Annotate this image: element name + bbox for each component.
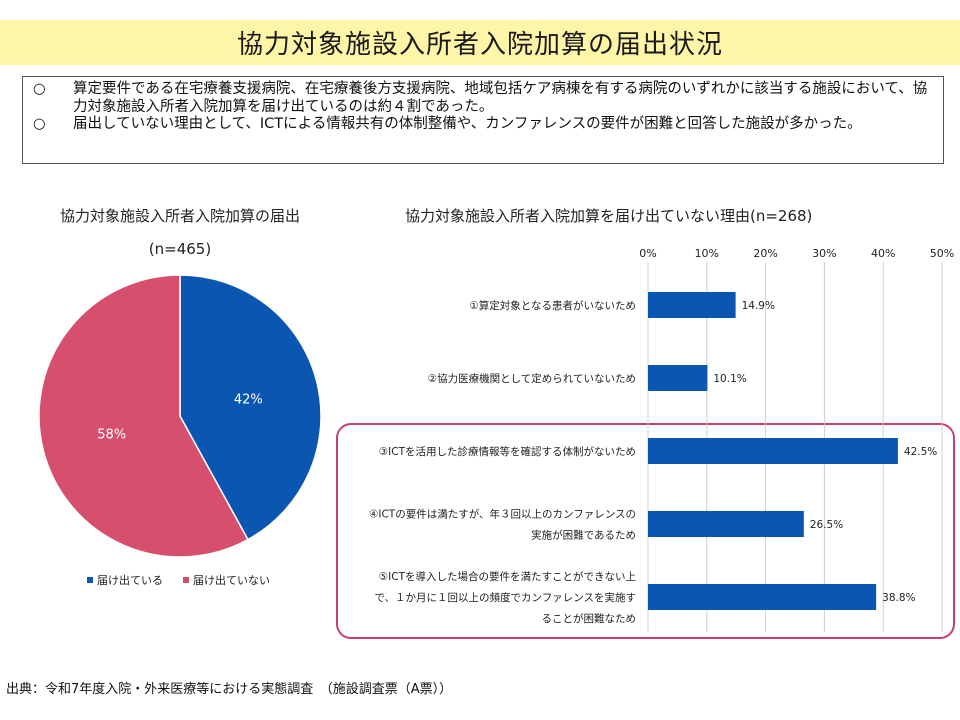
summary-item: ○ 算定要件である在宅療養支援病院、在宅療養後方支援病院、地域包括ケア病棟を有す… [33,81,933,116]
bar [648,584,877,610]
category-label: ることが困難なため [542,612,637,625]
pie-chart-sample-size: (n=465) [148,240,212,258]
pie-slice [38,274,249,558]
bar-value-label: 10.1% [713,373,746,385]
x-tick-label: 30% [812,247,836,260]
pie-chart-title: 協力対象施設入所者入院加算の届出 [59,207,300,225]
legend-swatch [183,577,189,583]
highlight-box [336,423,955,639]
page-title: 協力対象施設入所者入院加算の届出状況 [236,30,723,60]
x-tick-label: 10% [695,247,719,260]
pie-slice [179,274,322,541]
category-label: ③ICTを活用した診療情報等を確認する体制がないため [379,445,636,458]
legend-label: 届け出ている [97,573,163,587]
bar-value-label: 14.9% [742,300,775,312]
summary-box: ○ 算定要件である在宅療養支援病院、在宅療養後方支援病院、地域包括ケア病棟を有す… [22,76,944,164]
pie-slice-label: 58% [97,428,126,443]
circle-bullet-icon: ○ [33,116,46,132]
summary-item: ○ 届出していない理由として、ICTによる情報共有の体制整備や、カンファレンスの… [33,116,933,134]
x-tick-label: 0% [639,247,656,260]
x-tick-label: 50% [930,247,954,260]
category-label: ②協力医療機関として定められていないため [428,372,636,385]
circle-bullet-icon: ○ [33,81,46,97]
summary-text: 届出していない理由として、ICTによる情報共有の体制整備や、カンファレンスの要件… [73,116,862,132]
bar [648,365,708,391]
title-banner: 協力対象施設入所者入院加算の届出状況 [0,20,960,65]
bar [648,292,736,318]
legend-swatch [87,577,93,583]
category-label: ④ICTの要件は満たすが、年３回以上のカンファレンスの [369,508,636,521]
category-label: 実施が困難であるため [531,529,636,542]
category-label: で、１か月に１回以上の頻度でカンファレンスを実施す [374,591,636,604]
summary-text: 算定要件である在宅療養支援病院、在宅療養後方支援病院、地域包括ケア病棟を有する病… [73,81,928,115]
pie-chart: 42% 58% [38,274,322,558]
x-tick-label: 20% [753,247,777,260]
pie-slice-label: 42% [234,392,263,407]
category-label: ①算定対象となる患者がいないため [469,299,636,312]
bar [648,511,804,537]
bar-value-label: 26.5% [810,519,843,531]
bar-chart-title: 協力対象施設入所者入院加算を届け出ていない理由(n=268) [405,207,813,225]
pie-legend: 届け出ている 届け出ていない [87,573,270,587]
bar-value-label: 42.5% [904,446,937,458]
source-note: 出典：令和7年度入院・外来医療等における実態調査 （施設調査票（A票）） [6,682,453,697]
bar-chart: 0% 10% 20% 30% 40% 50% 14.9% ①算定対象となる患者がいないため 10… [336,247,955,639]
legend-label: 届け出ていない [193,573,270,587]
bar [648,438,898,464]
bar-value-label: 38.8% [882,592,915,604]
category-label: ⑤ICTを導入した場合の要件を満たすことができない上 [379,570,636,583]
x-tick-label: 40% [871,247,895,260]
